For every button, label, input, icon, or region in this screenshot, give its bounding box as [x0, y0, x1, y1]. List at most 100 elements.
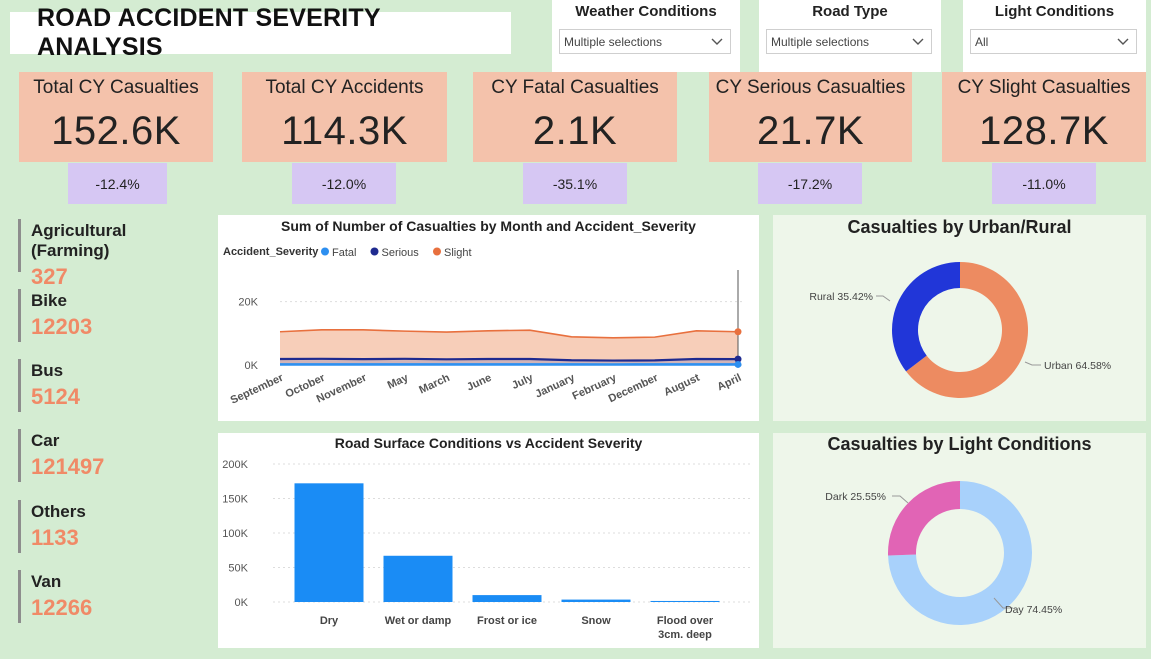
x-tick-label: May [386, 371, 411, 391]
y-tick-label: 150K [222, 494, 248, 506]
kpi-value: 128.7K [979, 109, 1109, 153]
kpi-fatal-casualties: CY Fatal Casualties 2.1K [473, 72, 677, 162]
dropdown-value: All [975, 35, 989, 49]
light-conditions-donut[interactable]: Day 74.45% Dark 25.55% [773, 433, 1146, 648]
weather-conditions-dropdown[interactable]: Multiple selections [559, 29, 731, 54]
kpi-delta: -17.2% [758, 163, 862, 204]
chevron-down-icon [711, 38, 723, 45]
fatal-marker [734, 360, 742, 368]
area-chart[interactable]: Accident_Severity Fatal Serious Slight 0K 2… [218, 215, 759, 421]
x-tick-label: Snow [581, 615, 611, 627]
y-tick-label: 200K [222, 459, 248, 471]
x-tick-label: Flood over 3cm. deep [657, 615, 714, 641]
kpi-title: CY Fatal Casualties [491, 77, 659, 98]
x-tick-label: June [465, 372, 493, 394]
x-tick-label: Wet or damp [385, 615, 452, 627]
slice-label: Dark 25.55% [825, 491, 886, 503]
vehicle-card-car: Car 121497 [18, 429, 208, 482]
kpi-value: 21.7K [756, 109, 865, 153]
slicer-light-conditions: Light Conditions All [963, 0, 1146, 72]
light-conditions-dropdown[interactable]: All [970, 29, 1137, 54]
legend-marker-fatal [321, 247, 329, 256]
kpi-title: Total CY Accidents [265, 77, 424, 98]
urban-rural-donut[interactable]: Urban 64.58% Rural 35.42% [773, 215, 1146, 421]
slight-marker [734, 328, 742, 336]
leader-line [993, 597, 1013, 609]
kpi-value: 114.3K [281, 109, 408, 153]
bar [294, 483, 364, 602]
bar-chart-panel: Road Surface Conditions vs Accident Seve… [218, 433, 759, 648]
chevron-down-icon [912, 38, 924, 45]
slice-label: Rural 35.42% [809, 291, 873, 303]
bar-chart[interactable]: 0K 50K 100K 150K 200K Dry Wet or damp Frost or… [218, 433, 759, 648]
leader-line [892, 495, 909, 504]
kpi-title: CY Slight Casualties [957, 77, 1131, 98]
vehicle-label: Bus [31, 361, 64, 380]
legend-label-slight: Slight [444, 247, 472, 259]
legend-marker-slight [433, 247, 441, 256]
vehicle-card-bike: Bike 12203 [18, 289, 208, 342]
y-tick-label: 20K [238, 297, 258, 309]
light-conditions-title: Casualties by Light Conditions [827, 434, 1092, 454]
slicer-weather-conditions: Weather Conditions Multiple selections [552, 0, 740, 72]
dropdown-value: Multiple selections [564, 35, 663, 49]
bar [561, 599, 631, 602]
vehicle-value: 12266 [31, 595, 93, 620]
serious-marker [734, 355, 742, 363]
slicer-title: Weather Conditions [575, 3, 717, 20]
vehicle-label: Van [31, 572, 62, 591]
kpi-delta: -12.0% [292, 163, 396, 204]
leader-line [876, 295, 891, 302]
vehicle-value: 327 [31, 264, 68, 289]
vehicle-value: 12203 [31, 314, 93, 339]
x-tick-label: July [510, 371, 536, 392]
area-chart-title: Sum of Number of Casualties by Month and… [281, 218, 696, 234]
kpi-total-casualties: Total CY Casualties 152.6K [19, 72, 213, 162]
vehicle-label: Others [31, 502, 86, 521]
legend-label-serious: Serious [382, 247, 420, 259]
slight-area [280, 329, 738, 365]
x-tick-label: Dry [320, 615, 339, 627]
urban-rural-title: Casualties by Urban/Rural [847, 217, 1072, 237]
kpi-value: 152.6K [51, 109, 181, 153]
vehicle-value: 121497 [31, 454, 105, 479]
slice-dark [888, 481, 960, 556]
slice-label: Urban 64.58% [1044, 360, 1111, 372]
kpi-delta: -11.0% [992, 163, 1096, 204]
vehicle-value: 5124 [31, 384, 80, 409]
legend-title: Accident_Severity [223, 246, 319, 258]
slight-line [279, 329, 739, 339]
x-tick-label: Frost or ice [477, 615, 537, 627]
leader-line [1024, 361, 1041, 366]
kpi-serious-casualties: CY Serious Casualties 21.7K [709, 72, 912, 162]
kpi-delta: -12.4% [68, 163, 167, 204]
bar [650, 600, 720, 602]
vehicle-label: Agricultural (Farming) [31, 221, 127, 260]
vehicle-value: 1133 [31, 525, 79, 550]
bar [472, 595, 542, 602]
x-tick-label: September [229, 372, 286, 407]
slice-urban [906, 262, 1028, 398]
kpi-slight-casualties: CY Slight Casualties 128.7K [942, 72, 1146, 162]
area-chart-panel: Sum of Number of Casualties by Month and… [218, 215, 759, 421]
vehicle-card-agricultural: Agricultural (Farming) 327 [18, 219, 208, 289]
vehicle-label: Bike [31, 291, 67, 310]
vehicle-card-van: Van 12266 [18, 570, 208, 623]
dropdown-value: Multiple selections [771, 35, 870, 49]
chevron-down-icon [1117, 38, 1129, 45]
slice-rural [892, 262, 960, 372]
page-title: ROAD ACCIDENT SEVERITY ANALYSIS [10, 4, 511, 61]
vehicle-card-others: Others 1133 [18, 500, 208, 553]
x-tick-label: March [417, 372, 452, 397]
road-type-dropdown[interactable]: Multiple selections [766, 29, 932, 54]
bar-chart-title: Road Surface Conditions vs Accident Seve… [334, 435, 643, 451]
slice-day [888, 481, 1032, 625]
light-conditions-panel: Casualties by Light Conditions Day 74.45… [773, 433, 1146, 648]
kpi-delta: -35.1% [523, 163, 627, 204]
vehicle-label: Car [31, 431, 60, 450]
slicer-title: Light Conditions [994, 3, 1115, 20]
x-tick-label: April [715, 372, 743, 393]
serious-line [279, 357, 739, 362]
y-tick-label: 0K [235, 597, 249, 609]
urban-rural-panel: Casualties by Urban/Rural Urban 64.58% Ru… [773, 215, 1146, 421]
